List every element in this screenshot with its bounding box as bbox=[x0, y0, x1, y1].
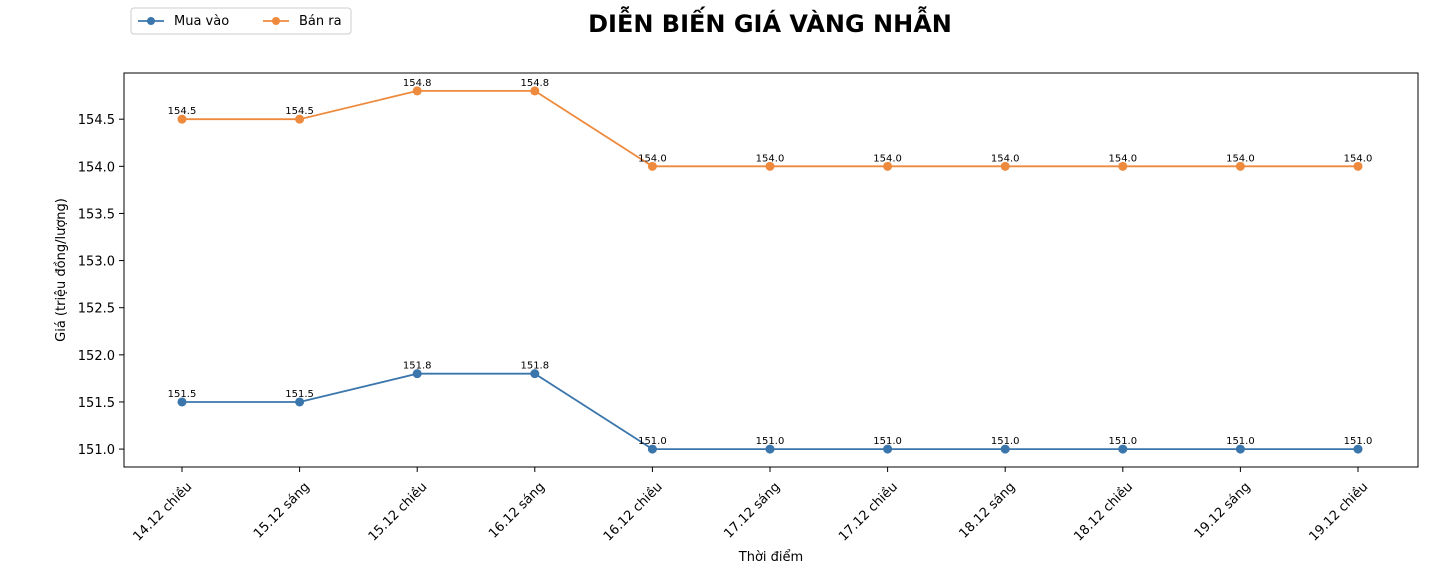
data-label: 154.0 bbox=[638, 153, 667, 164]
data-label: 154.5 bbox=[285, 106, 314, 117]
data-point bbox=[1118, 161, 1128, 171]
data-label: 151.0 bbox=[756, 436, 785, 447]
data-point bbox=[1235, 161, 1245, 171]
data-label: 151.0 bbox=[1226, 436, 1255, 447]
y-tick-label: 154.0 bbox=[78, 160, 115, 175]
y-tick-label: 151.5 bbox=[78, 396, 115, 411]
y-tick-label: 152.0 bbox=[78, 349, 115, 364]
data-label: 154.8 bbox=[520, 78, 549, 89]
legend: Mua vào Bán ra bbox=[130, 7, 352, 35]
data-label: 151.8 bbox=[403, 361, 432, 372]
data-point bbox=[177, 114, 187, 124]
x-tick-label: 19.12 chiều bbox=[1306, 480, 1371, 545]
series-layer bbox=[177, 86, 1363, 454]
data-label: 154.0 bbox=[756, 153, 785, 164]
data-point bbox=[412, 86, 422, 96]
x-tick-label: 19.12 sáng bbox=[1192, 480, 1254, 542]
y-tick-label: 153.0 bbox=[78, 255, 115, 270]
data-label: 151.0 bbox=[873, 436, 902, 447]
data-labels: 151.5 151.5 151.8 151.8 151.0 151.0 151.0 151.0… bbox=[168, 78, 1373, 447]
data-point bbox=[883, 444, 893, 454]
x-tick-label: 14.12 chiều bbox=[130, 480, 195, 545]
legend-marker-mua-vao bbox=[147, 17, 155, 25]
data-point bbox=[177, 397, 187, 407]
plot-area-frame bbox=[123, 72, 1419, 468]
x-tick-label: 16.12 sáng bbox=[486, 480, 548, 542]
legend-marker-ban-ra bbox=[272, 17, 280, 25]
data-point bbox=[765, 161, 775, 171]
data-point bbox=[1000, 161, 1010, 171]
data-label: 151.5 bbox=[168, 389, 197, 400]
data-point bbox=[1000, 444, 1010, 454]
x-tick-label: 15.12 chiều bbox=[366, 480, 431, 545]
x-tick-label: 16.12 chiều bbox=[601, 480, 666, 545]
data-label: 154.5 bbox=[168, 106, 197, 117]
data-label: 154.0 bbox=[1108, 153, 1137, 164]
x-axis-label: Thời điểm bbox=[738, 550, 803, 565]
data-point bbox=[295, 397, 305, 407]
legend-label-ban-ra: Bán ra bbox=[299, 14, 342, 29]
y-tick-label: 153.5 bbox=[78, 207, 115, 222]
data-point bbox=[1118, 444, 1128, 454]
legend-label-mua-vao: Mua vào bbox=[174, 14, 229, 29]
data-label: 154.0 bbox=[1226, 153, 1255, 164]
data-label: 151.5 bbox=[285, 389, 314, 400]
y-tick-label: 154.5 bbox=[78, 113, 115, 128]
data-label: 151.0 bbox=[991, 436, 1020, 447]
data-label: 154.0 bbox=[1344, 153, 1373, 164]
x-tick-label: 18.12 chiều bbox=[1071, 480, 1136, 545]
legend-frame bbox=[130, 7, 352, 35]
data-point bbox=[1235, 444, 1245, 454]
data-point bbox=[1353, 444, 1363, 454]
data-point bbox=[530, 86, 540, 96]
x-tick-label: 17.12 chiều bbox=[836, 480, 901, 545]
x-tick-label: 17.12 sáng bbox=[721, 480, 783, 542]
chart-title: DIỄN BIẾN GIÁ VÀNG NHẪN bbox=[588, 5, 952, 38]
data-label: 151.0 bbox=[1344, 436, 1373, 447]
data-label: 154.8 bbox=[403, 78, 432, 89]
data-point bbox=[765, 444, 775, 454]
data-point bbox=[530, 369, 540, 379]
y-tick-label: 152.5 bbox=[78, 302, 115, 317]
data-point bbox=[647, 444, 657, 454]
data-point bbox=[883, 161, 893, 171]
data-point bbox=[647, 161, 657, 171]
data-label: 154.0 bbox=[873, 153, 902, 164]
y-axis-label: Giá (triệu đồng/lượng) bbox=[54, 198, 69, 342]
data-point bbox=[295, 114, 305, 124]
y-axis: 151.0 151.5 152.0 152.5 153.0 153.5 154.0 154.5 bbox=[78, 113, 124, 458]
data-label: 151.0 bbox=[638, 436, 667, 447]
x-tick-label: 15.12 sáng bbox=[251, 480, 313, 542]
x-tick-label: 18.12 sáng bbox=[957, 480, 1019, 542]
y-tick-label: 151.0 bbox=[78, 443, 115, 458]
data-label: 151.8 bbox=[520, 361, 549, 372]
data-point bbox=[1353, 161, 1363, 171]
data-label: 151.0 bbox=[1108, 436, 1137, 447]
data-label: 154.0 bbox=[991, 153, 1020, 164]
x-axis: 14.12 chiều 15.12 sáng 15.12 chiều 16.12 sá… bbox=[130, 467, 1371, 544]
data-point bbox=[412, 369, 422, 379]
